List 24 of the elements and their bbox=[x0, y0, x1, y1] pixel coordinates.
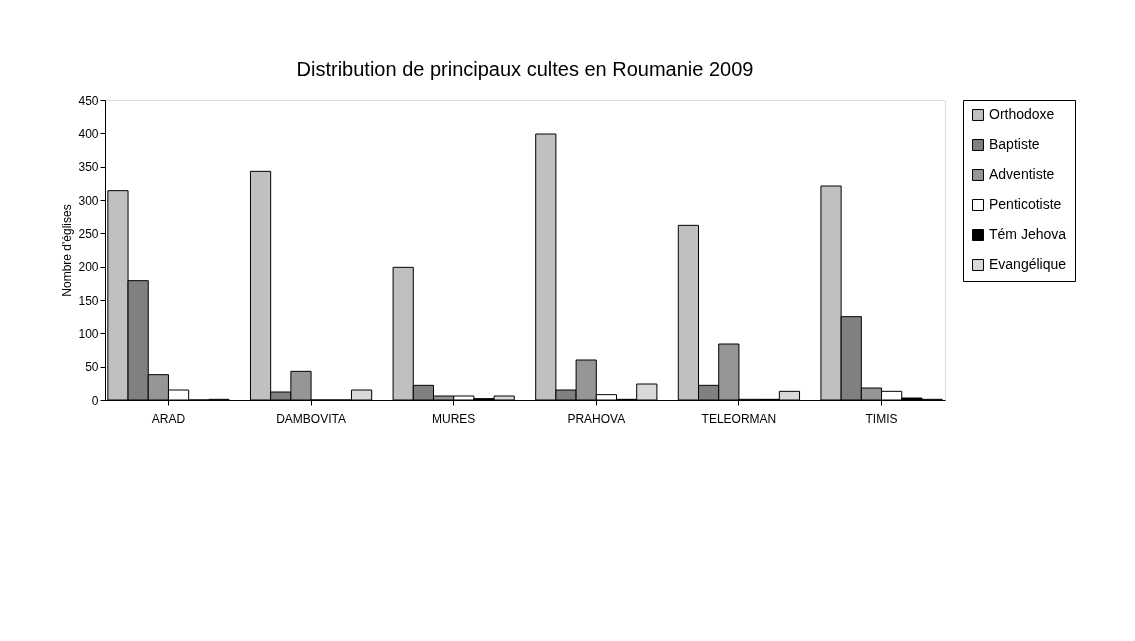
legend-label: Tém Jehova bbox=[989, 226, 1067, 242]
x-tick-label: PRAHOVA bbox=[567, 411, 626, 426]
y-tick-label: 400 bbox=[78, 126, 99, 141]
legend-label: Orthodoxe bbox=[989, 106, 1055, 122]
y-tick-label: 350 bbox=[78, 160, 99, 175]
y-tick-label: 150 bbox=[78, 293, 99, 308]
legend-label: Baptiste bbox=[989, 136, 1040, 152]
y-tick-label: 300 bbox=[78, 193, 99, 208]
x-tick-label: DAMBOVITA bbox=[276, 411, 346, 426]
legend-label: Evangélique bbox=[989, 256, 1067, 272]
x-tick-label: MURES bbox=[432, 411, 476, 426]
y-axis-title: Nombre d'églises bbox=[60, 204, 75, 297]
y-tick-label: 450 bbox=[78, 93, 99, 108]
legend-label: Adventiste bbox=[989, 166, 1055, 182]
x-tick-label: ARAD bbox=[151, 411, 186, 426]
x-tick-label: TELEORMAN bbox=[701, 411, 777, 426]
legend-label: Penticotiste bbox=[989, 196, 1062, 212]
y-tick-label: 50 bbox=[85, 360, 99, 375]
y-tick-label: 0 bbox=[91, 393, 99, 408]
chart-title: Distribution de principaux cultes en Roumanie 2009 bbox=[296, 58, 754, 80]
y-tick-label: 100 bbox=[78, 326, 99, 341]
y-tick-label: 250 bbox=[78, 226, 99, 241]
x-tick-label: TIMIS bbox=[865, 411, 898, 426]
y-tick-label: 200 bbox=[78, 260, 99, 275]
